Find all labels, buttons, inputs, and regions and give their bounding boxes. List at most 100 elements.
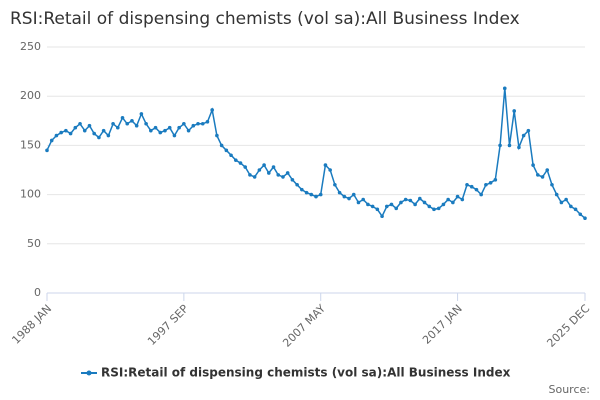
point xyxy=(531,163,535,167)
point xyxy=(153,125,158,130)
point xyxy=(97,135,101,140)
point xyxy=(120,116,125,120)
point xyxy=(149,128,153,133)
point xyxy=(54,133,59,138)
point xyxy=(498,143,502,148)
point xyxy=(229,153,233,158)
series-line xyxy=(46,88,586,219)
point xyxy=(144,121,148,126)
point xyxy=(318,192,323,197)
point xyxy=(323,163,328,167)
point xyxy=(304,190,309,195)
chart-title: RSI:Retail of dispensing chemists (vol s… xyxy=(10,9,520,29)
point xyxy=(418,196,422,201)
point xyxy=(243,165,248,169)
point xyxy=(474,187,479,192)
source: Source: xyxy=(549,383,591,396)
y-tick-label: 50 xyxy=(27,237,41,250)
y-tick-label: 0 xyxy=(34,286,41,299)
point xyxy=(267,171,271,175)
y-tick-label: 200 xyxy=(20,89,41,102)
point xyxy=(578,212,583,217)
point xyxy=(290,178,295,182)
point xyxy=(92,131,96,136)
point xyxy=(460,197,465,202)
point xyxy=(564,197,568,202)
y-tick-label: 100 xyxy=(20,188,41,201)
point xyxy=(521,133,526,138)
point xyxy=(101,128,106,133)
point xyxy=(285,171,290,175)
point xyxy=(172,133,177,138)
point xyxy=(106,133,111,138)
point xyxy=(68,131,73,136)
x-tick-label: 2025 DEC xyxy=(544,302,592,350)
y-tick-label: 150 xyxy=(20,138,41,151)
point xyxy=(422,200,427,205)
point xyxy=(380,214,384,219)
x-tick-label: 1997 SEP xyxy=(145,302,191,348)
point xyxy=(281,175,285,179)
point xyxy=(384,204,389,209)
point xyxy=(512,109,517,113)
point xyxy=(569,204,573,209)
point xyxy=(370,204,375,209)
point xyxy=(436,206,441,211)
point xyxy=(399,200,403,205)
point xyxy=(163,128,167,133)
point xyxy=(59,130,63,135)
point xyxy=(550,182,554,187)
point xyxy=(545,168,550,172)
point xyxy=(484,182,488,187)
point xyxy=(271,165,276,169)
point xyxy=(238,161,243,165)
point xyxy=(134,123,139,128)
point xyxy=(182,121,186,126)
point xyxy=(196,121,200,126)
y-tick-label: 250 xyxy=(20,40,41,53)
point xyxy=(309,192,314,197)
x-tick-label: 1988 JAN xyxy=(9,302,54,347)
point xyxy=(224,148,229,153)
point xyxy=(356,200,361,205)
point xyxy=(455,194,460,199)
legend-marker xyxy=(86,370,92,376)
point xyxy=(394,206,399,211)
point xyxy=(507,143,512,148)
point xyxy=(526,128,531,133)
point xyxy=(479,192,483,197)
point xyxy=(210,108,214,112)
point xyxy=(233,158,238,162)
point xyxy=(337,190,342,195)
point xyxy=(82,128,87,133)
point xyxy=(502,86,507,91)
point xyxy=(49,138,54,143)
point xyxy=(300,187,304,192)
point xyxy=(493,178,498,182)
point xyxy=(517,145,521,150)
point xyxy=(342,194,347,199)
point xyxy=(158,130,163,135)
point xyxy=(347,196,351,201)
point xyxy=(441,202,446,207)
point xyxy=(78,121,82,126)
point xyxy=(361,197,365,202)
point xyxy=(257,168,262,172)
x-tick-label: 2007 MAY xyxy=(280,302,328,350)
point xyxy=(427,204,432,209)
point xyxy=(375,207,380,212)
point xyxy=(451,200,455,205)
point xyxy=(64,128,68,133)
point xyxy=(73,125,78,130)
point xyxy=(314,194,318,199)
point xyxy=(554,192,559,197)
point xyxy=(111,121,115,126)
point xyxy=(536,173,540,177)
x-tick-label: 2017 JAN xyxy=(420,302,465,347)
point xyxy=(540,175,545,179)
point xyxy=(219,143,224,148)
point xyxy=(465,182,469,187)
point xyxy=(573,207,578,212)
point xyxy=(130,119,134,123)
